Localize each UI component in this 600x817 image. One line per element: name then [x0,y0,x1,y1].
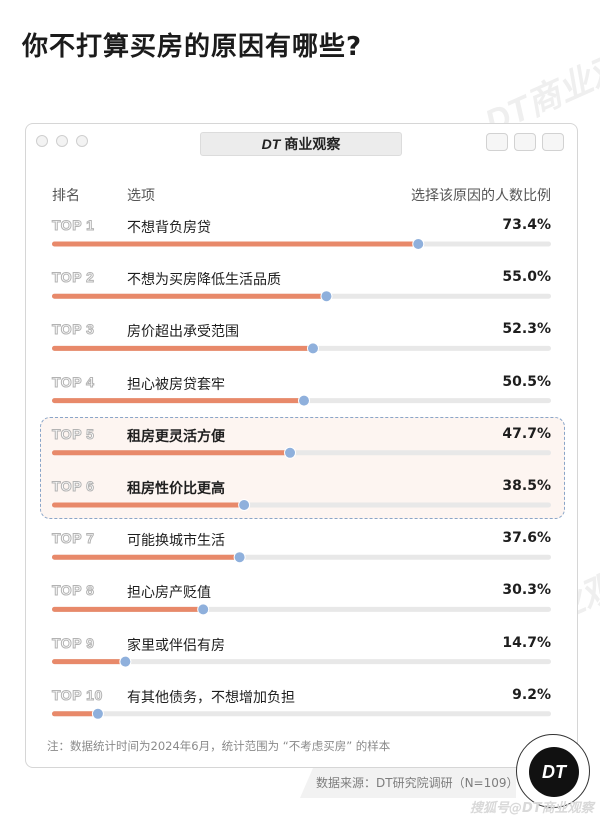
value-label: 38.5% [502,478,551,494]
bar-end-dot [197,603,210,616]
value-label: 50.5% [502,373,551,390]
bar-end-dot [233,551,246,564]
bag-icon [514,133,536,151]
bar [52,398,304,404]
bar [52,502,245,508]
column-header-rank: 排名 [52,188,80,204]
option-label: 租房更灵活方便 [127,428,225,445]
value-label: 55.0% [502,269,551,286]
rank-label: TOP 5 [51,425,95,442]
dt-logo-badge: DT [516,734,590,808]
window-tab: DT 商业观察 [200,132,402,156]
rank-label: TOP 9 [51,634,95,651]
bar [52,241,419,247]
bar [52,450,291,456]
option-label: 有其他债务，不想增加负担 [127,689,295,706]
value-label: 47.7% [502,425,551,442]
footer-watermark: 搜狐号@DT商业观察 [470,801,594,816]
bar [52,711,98,717]
bar [52,554,240,560]
option-label: 家里或伴侣有房 [127,637,225,654]
trash-icon [542,133,564,151]
bar-track [52,659,551,665]
bar-track [52,711,551,717]
data-source: 数据来源：DT研究院调研（N=109） [316,776,519,790]
tab-logo: DT [261,136,281,152]
highlight-box [40,417,565,519]
value-label: 52.3% [502,321,551,338]
option-label: 不想为买房降低生活品质 [127,272,281,289]
rank-label: TOP 6 [51,478,95,495]
value-label: 73.4% [502,217,551,233]
rank-label: TOP 7 [51,530,95,547]
close-dot-icon [36,135,48,147]
rank-label: TOP 1 [51,217,95,234]
bar-end-dot [284,446,297,459]
bar-end-dot [91,707,104,720]
tab-title: 商业观察 [284,137,341,153]
minimize-dot-icon [56,135,68,147]
maximize-dot-icon [76,135,88,147]
bar [52,293,327,299]
bar-end-dot [238,499,251,511]
bar [52,345,313,351]
bar-end-dot [297,394,310,407]
rank-label: TOP 10 [52,686,103,703]
bar-end-dot [306,342,319,355]
option-label: 租房性价比更高 [127,481,225,497]
value-label: 14.7% [502,634,551,651]
chart-headline: 你不打算买房的原因有哪些? [22,32,363,62]
option-label: 房价超出承受范围 [127,324,239,341]
bar-end-dot [320,290,333,303]
value-label: 9.2% [512,686,551,703]
rank-label: TOP 4 [51,373,95,390]
source-tab [300,768,516,798]
rank-label: TOP 8 [51,582,95,599]
rank-label: TOP 3 [51,321,95,338]
bar-end-dot [412,238,425,250]
footnote: 注：数据统计时间为2024年6月，统计范围为 “不考虑买房” 的样本 [47,739,391,753]
option-label: 可能换城市生活 [127,533,225,550]
value-label: 30.3% [502,582,551,599]
option-label: 担心被房贷套牢 [127,376,225,393]
column-header-option: 选项 [127,188,155,204]
option-label: 担心房产贬值 [127,585,211,602]
value-label: 37.6% [502,530,551,547]
rank-label: TOP 2 [51,269,95,286]
bar-end-dot [119,655,132,668]
bar [52,606,204,612]
record-icon [486,133,508,151]
option-label: 不想背负房贷 [127,220,211,236]
column-header-ratio: 选择该原因的人数比例 [411,188,551,204]
window-titlebar: DT 商业观察 [26,124,577,160]
dt-logo-text: DT [529,747,579,797]
bar [52,659,126,665]
